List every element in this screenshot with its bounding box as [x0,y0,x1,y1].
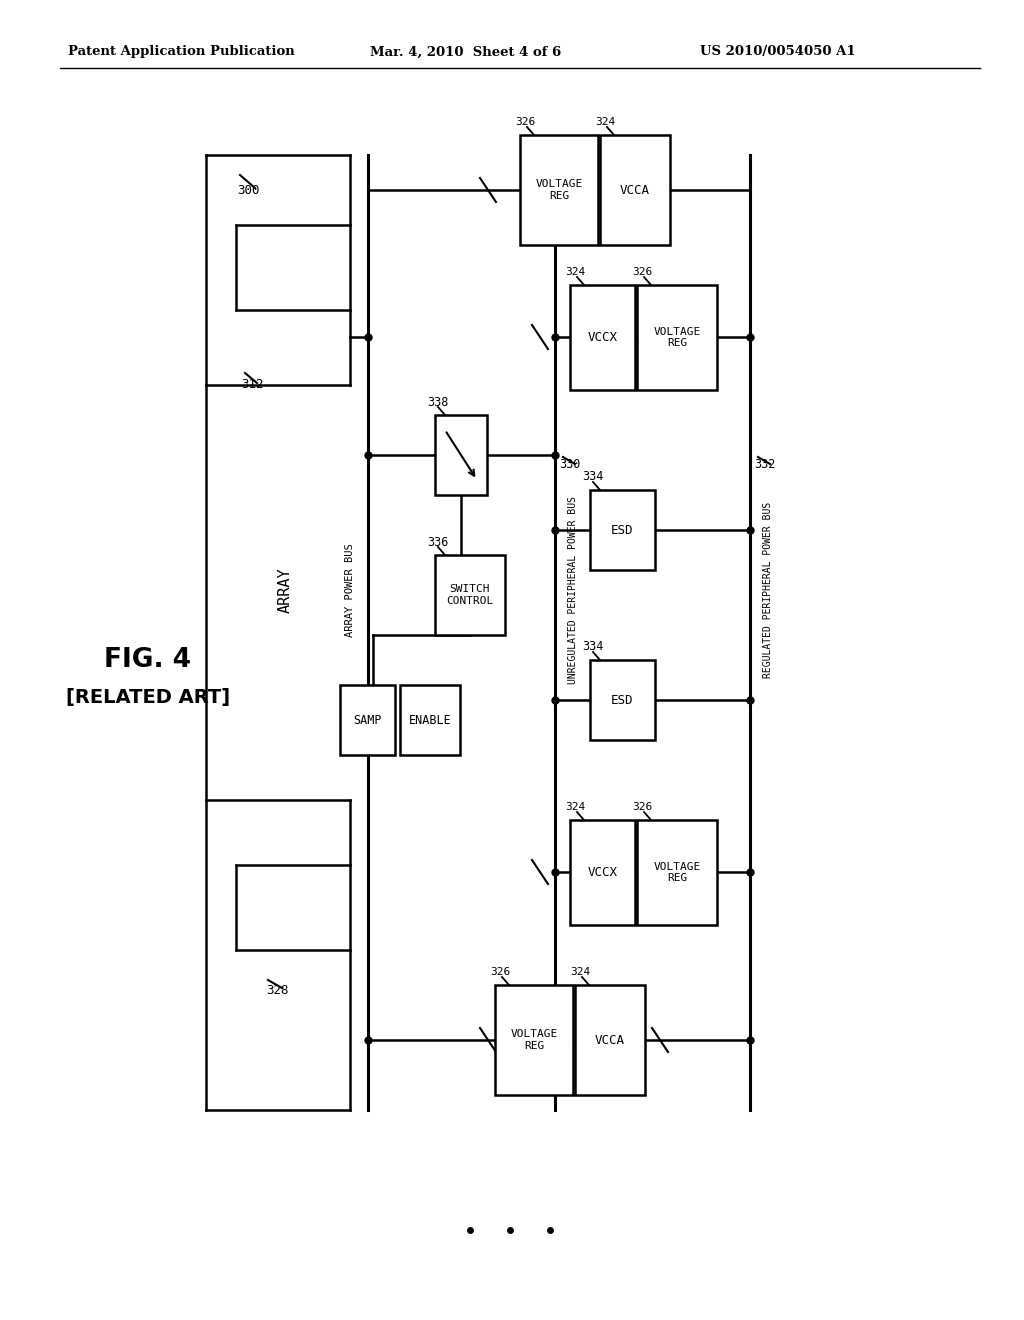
Text: ESD: ESD [611,524,634,536]
Bar [340,685,395,755]
Text: 326: 326 [515,117,536,127]
Text: VOLTAGE
REG: VOLTAGE REG [510,1030,558,1051]
Text: 324: 324 [595,117,615,127]
Text: 324: 324 [565,267,585,277]
Text: ARRAY: ARRAY [278,568,293,612]
Text: 330: 330 [559,458,581,471]
Text: 326: 326 [489,968,510,977]
Text: 338: 338 [427,396,449,409]
Text: 324: 324 [570,968,590,977]
Bar [400,685,460,755]
Text: UNREGULATED PERIPHERAL POWER BUS: UNREGULATED PERIPHERAL POWER BUS [568,496,578,684]
Text: 312: 312 [241,379,263,392]
Bar [435,554,505,635]
Text: VOLTAGE
REG: VOLTAGE REG [653,327,700,348]
Bar [570,820,635,925]
Text: US 2010/0054050 A1: US 2010/0054050 A1 [700,45,856,58]
Text: VCCA: VCCA [620,183,650,197]
Text: VCCX: VCCX [588,331,617,345]
Text: 300: 300 [237,183,259,197]
Text: ARRAY POWER BUS: ARRAY POWER BUS [345,543,355,636]
Bar [575,985,645,1096]
Text: 324: 324 [565,803,585,812]
Text: VCCX: VCCX [588,866,617,879]
Bar [637,285,717,389]
Text: 332: 332 [755,458,776,471]
Text: 328: 328 [266,983,288,997]
Text: 336: 336 [427,536,449,549]
Text: 334: 334 [583,640,604,653]
Text: 326: 326 [632,267,652,277]
Bar [590,660,655,741]
Bar [590,490,655,570]
Text: VCCA: VCCA [595,1034,625,1047]
Text: REGULATED PERIPHERAL POWER BUS: REGULATED PERIPHERAL POWER BUS [763,502,773,678]
Text: ESD: ESD [611,693,634,706]
Text: Mar. 4, 2010  Sheet 4 of 6: Mar. 4, 2010 Sheet 4 of 6 [370,45,561,58]
Bar [600,135,670,246]
Text: Patent Application Publication: Patent Application Publication [68,45,295,58]
Text: VOLTAGE
REG: VOLTAGE REG [653,862,700,883]
Bar [570,285,635,389]
Text: SWITCH
CONTROL: SWITCH CONTROL [446,585,494,606]
Text: [RELATED ART]: [RELATED ART] [66,688,230,706]
Text: VOLTAGE
REG: VOLTAGE REG [536,180,583,201]
Text: 326: 326 [632,803,652,812]
Text: ENABLE: ENABLE [409,714,452,726]
Text: 334: 334 [583,470,604,483]
Bar [637,820,717,925]
Text: SAMP: SAMP [353,714,382,726]
Bar [520,135,598,246]
Text: FIG. 4: FIG. 4 [104,647,191,673]
Bar [435,414,487,495]
Bar [495,985,573,1096]
